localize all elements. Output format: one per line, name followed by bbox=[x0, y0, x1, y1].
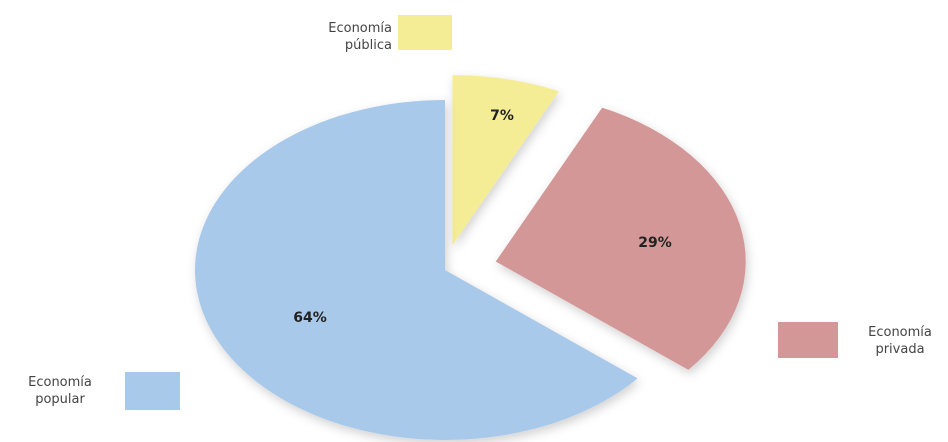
pie-slice bbox=[495, 107, 746, 370]
pie-slice bbox=[452, 75, 559, 246]
slice-label: 7% bbox=[490, 108, 514, 124]
legend-label: Economía privada bbox=[868, 325, 932, 357]
legend-swatch bbox=[398, 15, 452, 50]
legend-label: Economía popular bbox=[28, 375, 92, 407]
pie-slice bbox=[194, 100, 638, 441]
legend-swatch bbox=[778, 322, 838, 358]
legend-swatch bbox=[125, 372, 180, 410]
legend-label: Economía pública bbox=[328, 21, 392, 53]
slice-label: 29% bbox=[638, 235, 672, 251]
slice-label: 64% bbox=[293, 310, 327, 326]
